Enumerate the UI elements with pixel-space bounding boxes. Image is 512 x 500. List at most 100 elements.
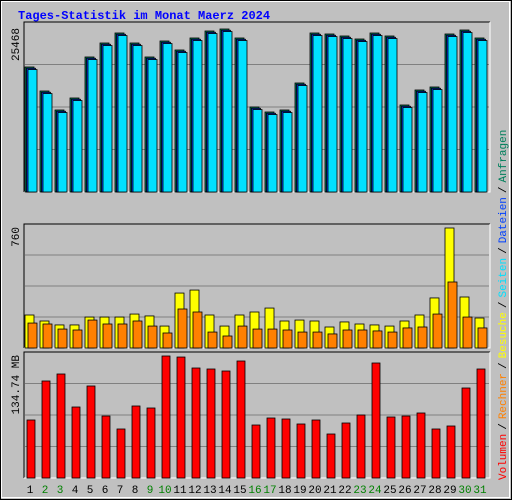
bar — [116, 428, 126, 479]
bar — [462, 316, 473, 349]
x-tick-label: 14 — [218, 485, 232, 497]
bar — [237, 40, 248, 193]
legend-entry: Dateien — [498, 197, 510, 243]
bar — [446, 425, 456, 479]
bar — [267, 114, 278, 193]
legend-entry: Anfragen — [498, 130, 510, 183]
bar — [281, 418, 291, 479]
panel-shadow — [23, 223, 490, 348]
bar — [101, 415, 111, 479]
legend-separator: / — [498, 186, 510, 193]
bar — [102, 45, 113, 193]
bar — [42, 93, 53, 193]
bar — [236, 360, 246, 479]
bar — [432, 89, 443, 193]
bar — [266, 417, 276, 479]
panel-shadow — [23, 351, 490, 478]
x-tick-label: 25 — [383, 485, 396, 497]
x-tick-label: 6 — [102, 485, 109, 497]
x-tick-label: 23 — [353, 485, 366, 497]
x-tick-label: 11 — [173, 485, 187, 497]
legend-entry: Volumen — [498, 434, 510, 480]
legend-separator: / — [498, 247, 510, 254]
x-tick-label: 21 — [323, 485, 337, 497]
bar — [341, 422, 351, 479]
bar — [237, 325, 248, 349]
bar — [147, 325, 158, 349]
bar — [461, 387, 471, 479]
bar — [386, 416, 396, 479]
bar — [27, 322, 38, 349]
bar — [252, 109, 263, 193]
bar — [387, 331, 398, 349]
bar — [327, 36, 338, 193]
bar — [27, 69, 38, 193]
bar — [207, 331, 218, 349]
x-tick-label: 7 — [117, 485, 124, 497]
y-tick-label: 760 — [11, 227, 23, 247]
bar — [447, 281, 458, 349]
legend-entry: Besuche — [498, 312, 510, 358]
bar — [161, 355, 171, 479]
bar — [162, 43, 173, 193]
bar — [102, 323, 113, 349]
bar — [72, 100, 83, 193]
bar — [87, 319, 98, 349]
bar — [296, 423, 306, 479]
bar — [387, 38, 398, 193]
bar — [71, 406, 81, 479]
bar — [252, 328, 263, 349]
x-tick-label: 22 — [338, 485, 351, 497]
bar — [476, 368, 486, 479]
x-tick-label: 29 — [443, 485, 456, 497]
bar — [297, 85, 308, 193]
bar — [432, 313, 443, 349]
bar — [356, 414, 366, 479]
x-tick-label: 4 — [72, 485, 79, 497]
bar — [177, 52, 188, 193]
bar — [416, 412, 426, 479]
legend-separator: / — [498, 423, 510, 430]
bar — [192, 40, 203, 193]
x-tick-label: 30 — [458, 485, 471, 497]
x-tick-label: 20 — [308, 485, 321, 497]
bar — [357, 329, 368, 349]
x-tick-label: 17 — [263, 485, 276, 497]
bar — [477, 327, 488, 349]
bar — [162, 332, 173, 349]
legend-entry: Rechner — [498, 373, 510, 419]
bar — [222, 335, 233, 349]
bar — [132, 45, 143, 193]
bar — [447, 36, 458, 193]
bar — [312, 331, 323, 349]
x-tick-label: 19 — [293, 485, 306, 497]
legend-separator: / — [498, 362, 510, 369]
bar — [176, 356, 186, 479]
bar — [221, 370, 231, 479]
x-tick-label: 12 — [188, 485, 201, 497]
x-tick-label: 26 — [398, 485, 411, 497]
bar — [206, 368, 216, 479]
bar — [207, 33, 218, 193]
bar — [311, 419, 321, 479]
bar — [401, 415, 411, 479]
bar — [417, 326, 428, 349]
bar — [117, 35, 128, 193]
bar — [146, 407, 156, 479]
bar — [132, 320, 143, 349]
bar — [372, 330, 383, 349]
x-tick-label: 13 — [203, 485, 216, 497]
bar — [431, 428, 441, 479]
bar — [417, 92, 428, 193]
x-tick-label: 31 — [473, 485, 487, 497]
y-tick-label: 25468 — [11, 28, 23, 61]
bar — [326, 433, 336, 479]
x-tick-label: 24 — [368, 485, 382, 497]
bar — [87, 59, 98, 193]
bar — [267, 328, 278, 349]
bar — [57, 112, 68, 193]
x-tick-label: 18 — [278, 485, 291, 497]
bar — [56, 373, 66, 479]
